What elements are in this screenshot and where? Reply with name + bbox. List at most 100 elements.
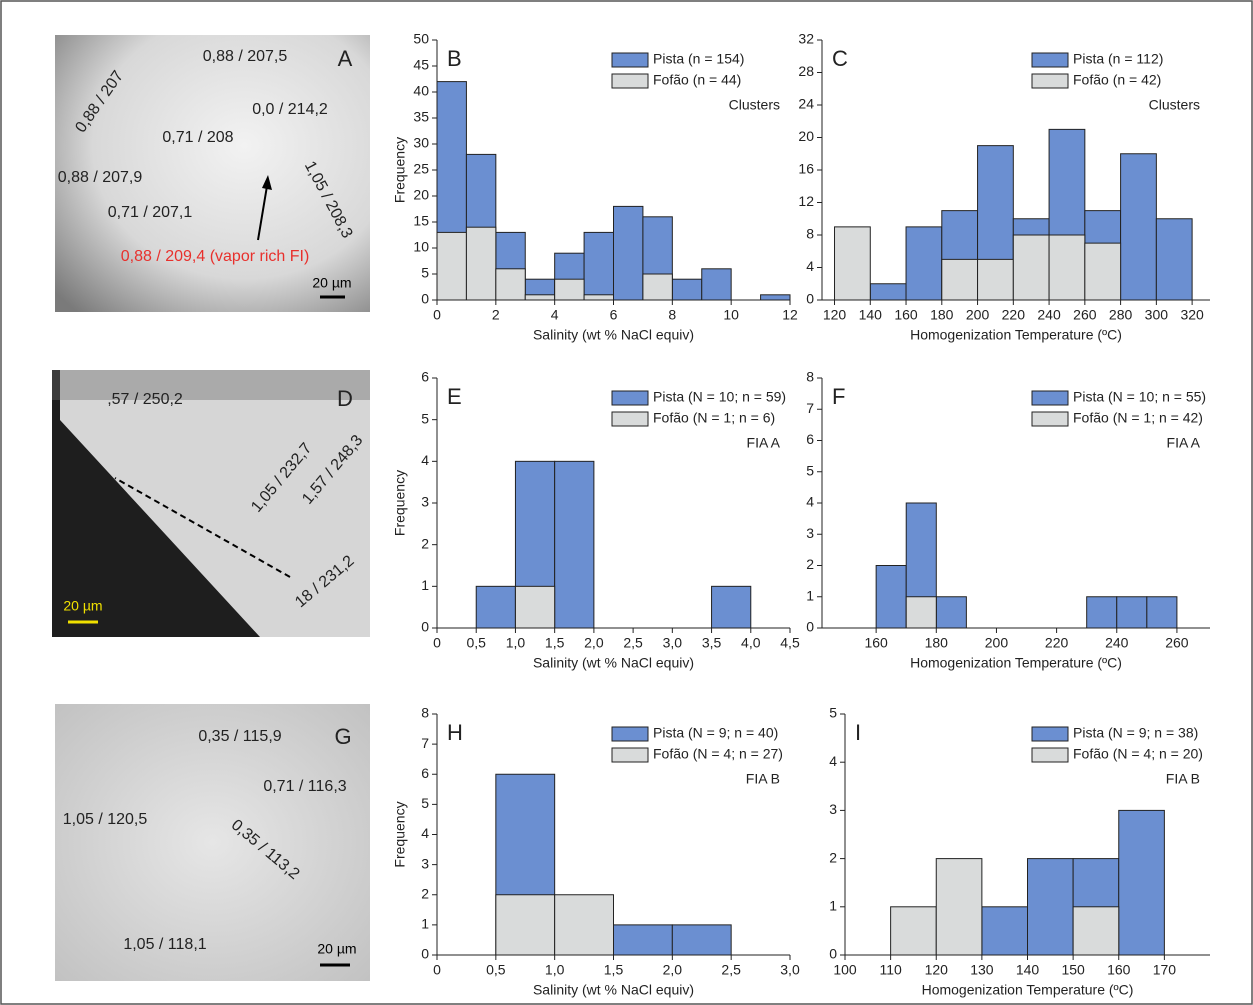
x-tick-label: 280	[1109, 307, 1133, 323]
arrow-head	[262, 175, 272, 190]
bar	[671, 924, 732, 956]
y-tick-label: 50	[413, 31, 429, 47]
panel-letter: G	[334, 724, 351, 749]
inclusion-label: 0,88 / 209,4 (vapor rich FI)	[121, 248, 310, 265]
bar	[1120, 153, 1157, 301]
legend-label: Pista (N = 10; n = 55)	[1073, 389, 1206, 405]
bar	[436, 231, 467, 301]
legend-label: Pista (N = 10; n = 59)	[653, 389, 786, 405]
bar	[475, 585, 516, 629]
x-tick-label: 3,5	[702, 635, 722, 651]
legend-swatch	[1031, 747, 1069, 763]
x-axis-label: Salinity (wt % NaCl equiv)	[533, 982, 694, 998]
x-tick-label: 0	[433, 307, 441, 323]
y-tick-label: 2	[806, 556, 814, 572]
y-tick-label: 8	[421, 705, 429, 721]
x-tick-label: 200	[966, 307, 990, 323]
inclusion-label: 0,35 / 115,9	[198, 728, 281, 745]
bar	[941, 258, 979, 301]
bar	[701, 268, 732, 301]
inclusion-label: 0,88 / 207,5	[203, 48, 288, 65]
y-tick-label: 5	[421, 265, 429, 281]
inclusion-label: 0,71 / 207,1	[108, 204, 193, 221]
y-tick-label: 7	[806, 400, 814, 416]
bar	[495, 268, 526, 301]
x-tick-label: 260	[1073, 307, 1097, 323]
x-tick-label: 120	[823, 307, 847, 323]
bar	[1027, 858, 1074, 956]
bar	[495, 894, 556, 956]
scale-label: 20 µm	[317, 941, 356, 957]
legend-swatch	[611, 52, 649, 68]
x-tick-label: 160	[1107, 962, 1131, 978]
x-tick-label: 2,0	[663, 962, 683, 978]
x-tick-label: 4	[551, 307, 559, 323]
panel-letter: H	[447, 720, 463, 745]
y-tick-label: 20	[798, 128, 814, 144]
y-tick-label: 40	[413, 83, 429, 99]
photo-a	[55, 35, 370, 312]
y-tick-label: 0	[806, 291, 814, 307]
x-tick-label: 160	[894, 307, 918, 323]
bar	[834, 226, 871, 301]
x-tick-label: 220	[1045, 635, 1069, 651]
x-axis-label: Homogenization Temperature (ºC)	[922, 982, 1134, 998]
y-tick-label: 1	[829, 898, 837, 914]
bar	[1116, 596, 1148, 629]
x-tick-label: 10	[723, 307, 739, 323]
y-tick-label: 4	[806, 494, 814, 510]
bar	[583, 294, 614, 301]
x-tick-label: 1,5	[604, 962, 624, 978]
bar	[1072, 906, 1120, 956]
bar	[1118, 809, 1165, 956]
bar	[613, 205, 644, 301]
x-tick-label: 3,0	[663, 635, 683, 651]
legend-label: Fofão (n = 44)	[653, 72, 741, 88]
bar	[1048, 234, 1086, 301]
y-tick-label: 1	[806, 587, 814, 603]
y-tick-label: 2	[421, 535, 429, 551]
x-tick-label: 130	[970, 962, 994, 978]
x-tick-label: 12	[782, 307, 798, 323]
bar	[613, 924, 673, 956]
legend-swatch	[1031, 390, 1069, 406]
chart-subtitle: FIA A	[1167, 435, 1201, 451]
panel-letter: B	[447, 46, 462, 71]
x-axis-label: Homogenization Temperature (ºC)	[910, 327, 1122, 343]
y-tick-label: 4	[806, 258, 814, 274]
y-tick-label: 30	[413, 135, 429, 151]
y-tick-label: 28	[798, 63, 814, 79]
panel-letter: F	[832, 384, 845, 409]
y-tick-label: 8	[806, 226, 814, 242]
x-tick-label: 200	[985, 635, 1009, 651]
legend-swatch	[1031, 52, 1069, 68]
inclusion-label: 0,88 / 207,9	[58, 169, 143, 186]
bar	[465, 226, 497, 301]
legend-swatch	[1031, 726, 1069, 742]
x-tick-label: 240	[1105, 635, 1129, 651]
y-tick-label: 35	[413, 109, 429, 125]
bar	[1155, 218, 1193, 301]
dashed-arrow	[114, 477, 291, 578]
legend-swatch	[611, 411, 649, 427]
y-tick-label: 4	[421, 452, 429, 468]
bar	[875, 565, 907, 629]
panel-letter: A	[338, 46, 353, 71]
photo-d-dark	[52, 370, 260, 637]
y-tick-label: 20	[413, 187, 429, 203]
legend-swatch	[611, 747, 649, 763]
y-tick-label: 10	[413, 239, 429, 255]
legend-label: Fofão (N = 4; n = 20)	[1073, 746, 1203, 762]
x-tick-label: 1,0	[506, 635, 526, 651]
x-tick-label: 1,0	[545, 962, 565, 978]
x-tick-label: 300	[1145, 307, 1169, 323]
x-tick-label: 0,5	[486, 962, 506, 978]
bar	[1146, 596, 1178, 629]
y-tick-label: 1	[421, 916, 429, 932]
chart-subtitle: Clusters	[729, 97, 780, 113]
inclusion-label: 1,05 / 120,5	[63, 811, 148, 828]
x-tick-label: 150	[1061, 962, 1085, 978]
x-tick-label: 120	[925, 962, 949, 978]
y-tick-label: 3	[421, 494, 429, 510]
